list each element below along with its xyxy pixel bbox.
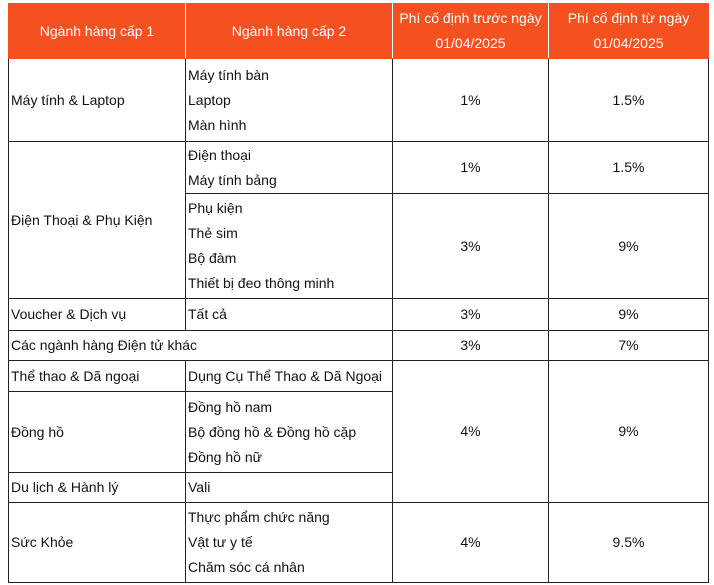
level1-cell: Điện Thoại & Phụ Kiện <box>8 141 186 299</box>
table-row: Đồng hồ Đồng hồ nam Bộ đồng hồ & Đồng hồ c… <box>8 391 709 473</box>
fee-before-cell: 3% <box>392 193 549 299</box>
level2-item: Vật tư y tế <box>188 534 253 550</box>
fee-after-cell: 7% <box>548 330 709 361</box>
fee-before-cell: 4% <box>392 502 549 583</box>
level1-cell: Thể thao & Dã ngoại <box>8 360 186 392</box>
header-row: Ngành hàng cấp 1 Ngành hàng cấp 2 Phí cố… <box>8 3 709 59</box>
level2-item: Máy tính bàn <box>188 66 269 83</box>
level2-item: Vali <box>188 479 211 495</box>
level2-item: Laptop <box>188 91 231 108</box>
level2-cell: Dụng Cụ Thể Thao & Dã Ngoại <box>185 360 393 392</box>
level1-cell: Đồng hồ <box>8 391 186 473</box>
table-row: Du lịch & Hành lý Vali <box>8 472 709 503</box>
fee-table: Ngành hàng cấp 1 Ngành hàng cấp 2 Phí cố… <box>8 3 709 583</box>
level2-item: Bộ đồng hồ & Đồng hồ cặp <box>188 423 357 440</box>
fee-before-cell: 1% <box>392 58 549 142</box>
fee-after-cell: 9% <box>548 360 709 503</box>
level2-item: Bộ đàm <box>188 250 237 266</box>
level2-item: Tất cả <box>188 306 227 322</box>
fee-after-cell: 1.5% <box>548 58 709 142</box>
table-row: Thể thao & Dã ngoại Dụng Cụ Thể Thao & Dã… <box>8 360 709 503</box>
level2-cell: Điện thoại Máy tính bảng <box>185 141 393 194</box>
level2-item: Màn hình <box>188 116 247 133</box>
table-row: Máy tính & Laptop Máy tính bàn Laptop Màn h… <box>8 58 709 142</box>
level2-item: Đồng hồ nữ <box>188 448 262 465</box>
level1-cell: Sức Khỏe <box>8 502 186 583</box>
level1-cell: Voucher & Dịch vụ <box>8 298 186 331</box>
level2-item: Điện thoại <box>188 146 252 163</box>
level2-cell: Vali <box>185 472 393 503</box>
fee-after-cell: 1.5% <box>548 141 709 194</box>
header-level2: Ngành hàng cấp 2 <box>185 3 393 59</box>
level2-cell: Thực phẩm chức năng Vật tư y tế Chăm sóc c… <box>185 502 393 583</box>
level1-cell: Du lịch & Hành lý <box>8 472 186 503</box>
fee-after-cell: 9% <box>548 193 709 299</box>
level2-item: Chăm sóc cá nhân <box>188 559 305 575</box>
level2-cell: Máy tính bàn Laptop Màn hình <box>185 58 393 142</box>
table-row: Điện Thoại & Phụ Kiện Điện thoại Máy tính … <box>8 141 709 299</box>
level2-item: Máy tính bảng <box>188 171 277 188</box>
header-fee-before: Phí cố định trước ngày 01/04/2025 <box>392 3 549 59</box>
level2-item: Thiết bị đeo thông minh <box>188 275 335 291</box>
fee-after-cell: 9% <box>548 298 709 331</box>
level2-cell: Phụ kiện Thẻ sim Bộ đàm Thiết bị đeo thông … <box>185 193 393 299</box>
level1-cell: Các ngành hàng Điện tử khác <box>8 330 393 361</box>
table-row: Sức Khỏe Thực phẩm chức năng Vật tư y tế Ch… <box>8 502 709 583</box>
table-row: Các ngành hàng Điện tử khác 3% 7% <box>8 330 709 361</box>
level2-item: Thực phẩm chức năng <box>188 509 330 525</box>
table-row: Voucher & Dịch vụ Tất cả 3% 9% <box>8 298 709 331</box>
level2-item: Phụ kiện <box>188 200 243 216</box>
level2-item: Dụng Cụ Thể Thao & Dã Ngoại <box>188 367 383 384</box>
header-fee-after: Phí cố định từ ngày 01/04/2025 <box>548 3 709 59</box>
level2-item: Đồng hồ nam <box>188 398 273 415</box>
level2-cell: Đồng hồ nam Bộ đồng hồ & Đồng hồ cặp Đồng … <box>185 391 393 473</box>
fee-before-cell: 4% <box>392 360 549 503</box>
level1-cell: Máy tính & Laptop <box>8 58 186 142</box>
fee-before-cell: 3% <box>392 330 549 361</box>
fee-after-cell: 9.5% <box>548 502 709 583</box>
level2-cell: Tất cả <box>185 298 393 331</box>
header-level1: Ngành hàng cấp 1 <box>8 3 186 59</box>
level2-item: Thẻ sim <box>188 225 238 241</box>
fee-before-cell: 1% <box>392 141 549 194</box>
table-row: Phụ kiện Thẻ sim Bộ đàm Thiết bị đeo thông … <box>9 193 709 299</box>
fee-before-cell: 3% <box>392 298 549 331</box>
